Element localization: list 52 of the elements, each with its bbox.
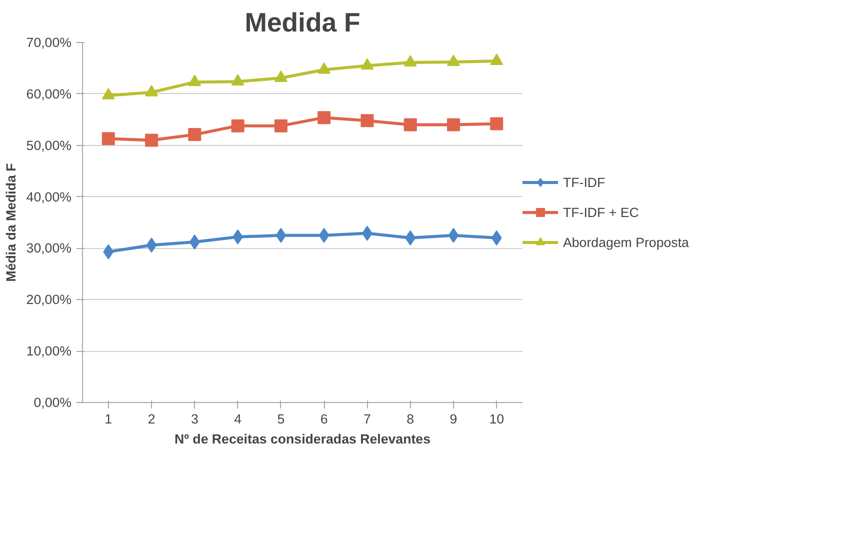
y-tick-label: 0,00%	[34, 395, 72, 410]
point	[404, 118, 417, 132]
point	[405, 230, 416, 246]
x-tick-label: 5	[277, 412, 285, 426]
point	[145, 84, 158, 96]
x-tick-label: 10	[489, 412, 504, 426]
point	[231, 119, 244, 132]
chart-title: Medida F	[244, 8, 360, 38]
point	[446, 54, 460, 66]
y-axis-title: Média da Medida F	[3, 163, 18, 282]
y-tick-label: 20,00%	[26, 292, 72, 308]
x-tick-label: 4	[234, 412, 242, 426]
y-tick-label: 30,00%	[26, 240, 72, 256]
y-tick-label: 60,00%	[26, 86, 72, 102]
point	[145, 134, 158, 147]
point	[446, 118, 460, 132]
point	[318, 228, 330, 243]
x-tick-label: 9	[450, 412, 458, 426]
y-tick-label: 40,00%	[26, 189, 72, 204]
legend-label: TF-IDF + EC	[563, 204, 639, 220]
point	[404, 55, 417, 67]
point	[102, 88, 115, 100]
point	[274, 119, 288, 132]
x-tick-label: 7	[364, 412, 371, 426]
point	[231, 74, 244, 86]
legend-label: TF-IDF	[563, 174, 606, 190]
point	[276, 228, 286, 243]
point	[103, 244, 114, 260]
point	[188, 74, 202, 86]
point	[274, 70, 288, 82]
point	[490, 54, 504, 65]
legend-label: Abordagem Proposta	[563, 234, 689, 250]
x-axis-title: Nº de Receitas consideradas Relevantes	[174, 432, 431, 446]
point	[189, 234, 200, 250]
point	[490, 117, 504, 130]
y-tick-label: 10,00%	[26, 344, 72, 359]
y-tick-label: 50,00%	[26, 138, 72, 153]
point	[146, 238, 157, 253]
point	[318, 62, 331, 74]
x-tick-label: 1	[104, 412, 112, 426]
point	[318, 111, 331, 124]
point	[491, 230, 502, 246]
y-tick-label: 70,00%	[26, 35, 72, 50]
point	[448, 228, 459, 243]
x-tick-label: 8	[406, 412, 414, 426]
x-tick-label: 2	[148, 412, 156, 426]
point	[188, 128, 202, 142]
x-tick-label: 6	[320, 412, 328, 426]
point	[360, 114, 374, 128]
point	[102, 132, 115, 146]
point	[360, 58, 374, 70]
x-tick-label: 3	[190, 412, 198, 426]
